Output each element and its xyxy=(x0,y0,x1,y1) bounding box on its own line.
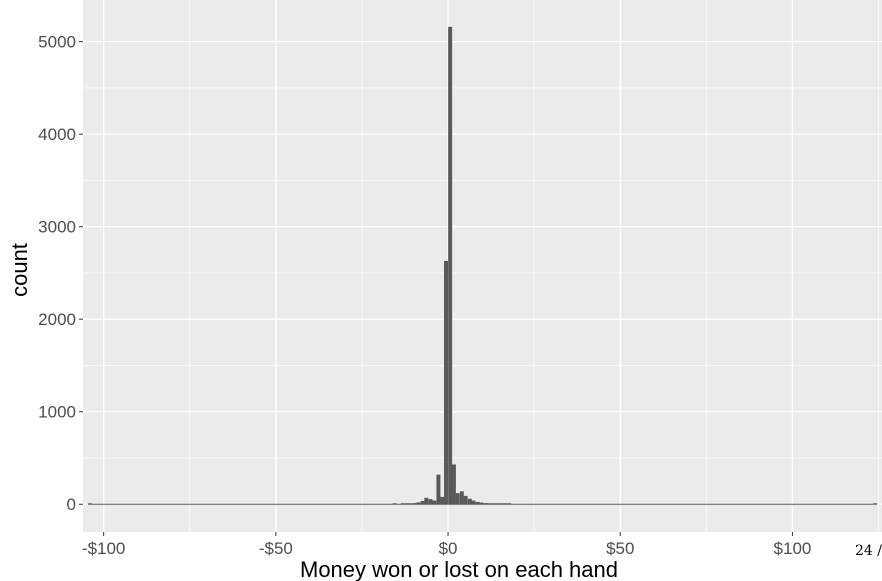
histogram-bar xyxy=(444,260,448,505)
histogram-bar xyxy=(440,496,445,505)
histogram-bar xyxy=(459,491,464,505)
histogram-bar xyxy=(392,503,397,505)
major-gridlines xyxy=(83,0,882,532)
histogram-bar xyxy=(467,498,472,505)
y-tick-label: 5000 xyxy=(38,33,76,52)
minor-gridlines xyxy=(83,0,882,532)
histogram-bar xyxy=(416,502,421,505)
histogram-bar xyxy=(463,495,468,505)
y-axis-title: count xyxy=(7,243,32,297)
histogram-bar xyxy=(87,503,92,505)
y-tick-label: 3000 xyxy=(38,218,76,237)
histogram-bar xyxy=(491,503,496,505)
histogram-bar xyxy=(428,499,433,505)
y-tick-label: 2000 xyxy=(38,310,76,329)
histogram-bar xyxy=(412,503,417,505)
histogram-bar xyxy=(483,503,488,505)
histogram-bar xyxy=(503,503,508,505)
histogram-bar xyxy=(400,503,405,505)
x-tick-label: $100 xyxy=(774,539,812,558)
y-tick-label: 1000 xyxy=(38,403,76,422)
y-axis-ticks: 0 1000 2000 3000 4000 5000 xyxy=(38,33,83,514)
x-tick-label: $50 xyxy=(606,539,634,558)
plot-panel xyxy=(83,0,882,532)
histogram-bar xyxy=(471,500,476,505)
x-axis-ticks: -$100 -$50 $0 $50 $100 xyxy=(82,532,811,558)
histogram-bar xyxy=(873,503,878,505)
page-number: 24 / xyxy=(855,543,882,559)
histogram-bar xyxy=(424,497,429,505)
histogram-bar xyxy=(507,503,512,505)
histogram-bar xyxy=(479,502,484,505)
histogram-bar xyxy=(475,501,480,505)
x-axis-title: Money won or lost on each hand xyxy=(300,557,618,581)
histogram-bar xyxy=(420,501,425,505)
x-tick-label: -$100 xyxy=(82,539,125,558)
histogram-bar xyxy=(404,503,409,505)
histogram-bar xyxy=(495,503,500,505)
histogram-bar xyxy=(408,503,413,505)
y-tick-label: 0 xyxy=(67,495,76,514)
x-tick-label: -$50 xyxy=(259,539,293,558)
histogram-bar xyxy=(451,464,456,505)
histogram-bar xyxy=(499,503,504,505)
histogram-bar xyxy=(436,474,441,505)
histogram-bar xyxy=(432,500,437,505)
histogram-bar xyxy=(455,493,460,505)
y-tick-label: 4000 xyxy=(38,125,76,144)
x-tick-label: $0 xyxy=(439,539,458,558)
histogram-bar xyxy=(448,26,453,505)
histogram-bar xyxy=(487,503,492,505)
histogram-bars xyxy=(87,26,878,505)
